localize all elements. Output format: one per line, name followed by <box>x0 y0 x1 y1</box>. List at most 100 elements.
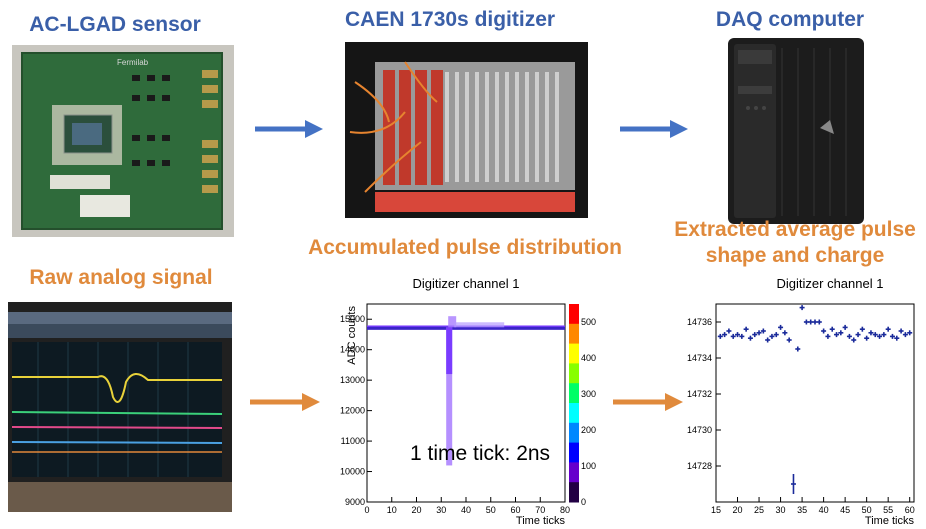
scatter-point <box>799 305 805 311</box>
heatmap-y-tick-label: 14000 <box>340 345 365 355</box>
scatter-point <box>739 333 745 339</box>
scatter-point <box>872 332 878 338</box>
scatter-x-tick-label: 20 <box>733 505 743 515</box>
heatmap-y-tick-label: 12000 <box>340 406 365 416</box>
scatter-point <box>885 326 891 332</box>
arrow-accumulated-to-extracted <box>613 393 683 411</box>
colorbar-segment <box>569 403 579 424</box>
colorbar-tick-label: 300 <box>581 389 596 399</box>
scatter-point <box>803 319 809 325</box>
colorbar-segment <box>569 343 579 364</box>
arrow-raw-to-accumulated <box>250 393 320 411</box>
sensor-photo: Fermilab <box>12 45 234 237</box>
scatter-point <box>769 333 775 339</box>
colorbar-segment <box>569 482 579 503</box>
heatmap-recovery <box>454 322 505 328</box>
colorbar-tick-label: 500 <box>581 317 596 327</box>
colorbar-segment <box>569 462 579 483</box>
scatter-chart: 15 20 25 30 35 40 45 50 55 60 14728 14730 14732 14734… <box>687 303 915 524</box>
scatter-y-tick-label: 14732 <box>687 389 712 399</box>
scatter-point <box>786 337 792 343</box>
scatter-x-tick-label: 25 <box>754 505 764 515</box>
colorbar-segment <box>569 323 579 345</box>
scatter-point <box>765 337 771 343</box>
colorbar-segment <box>569 304 579 325</box>
scatter-y-tick-label: 14730 <box>687 425 712 435</box>
daq-computer-image <box>728 38 864 224</box>
svg-text:Fermilab: Fermilab <box>117 58 149 67</box>
scatter-point <box>851 337 857 343</box>
scatter-point <box>868 330 874 336</box>
colorbar-tick-label: 200 <box>581 425 596 435</box>
heatmap-x-tick-label: 20 <box>411 505 421 515</box>
scatter-point <box>829 326 835 332</box>
scatter-point <box>730 333 736 339</box>
scatter-point <box>825 333 831 339</box>
scatter-point <box>752 332 758 338</box>
scatter-point <box>816 319 822 325</box>
scatter-point <box>821 328 827 334</box>
scatter-point <box>859 326 865 332</box>
scatter-point <box>735 332 741 338</box>
heatmap-pulse-tail <box>446 327 453 466</box>
scatter-x-tick-label: 30 <box>776 505 786 515</box>
scatter-point <box>773 332 779 338</box>
scatter-point <box>855 332 861 338</box>
heatmap-ylabel: ADC counts <box>346 306 358 365</box>
scatter-point <box>902 332 908 338</box>
heatmap-x-tick-label: 80 <box>560 505 570 515</box>
scatter-point <box>898 328 904 334</box>
heatmap-chart: 0 10 20 30 40 50 60 70 80 9000 10000 11000 12000 1300… <box>340 303 596 524</box>
scatter-x-tick-label: 55 <box>883 505 893 515</box>
scatter-point <box>722 332 728 338</box>
heatmap-y-tick-label: 15000 <box>340 314 365 324</box>
scatter-title: Digitizer channel 1 <box>776 276 884 291</box>
scatter-point <box>726 328 732 334</box>
colorbar-segment <box>569 363 579 384</box>
scatter-point <box>790 474 796 494</box>
heading-daq: DAQ computer <box>715 8 865 31</box>
scatter-point <box>743 326 749 332</box>
scatter-point <box>760 328 766 334</box>
heatmap-x-tick-label: 40 <box>461 505 471 515</box>
scatter-y-tick-label: 14736 <box>687 317 712 327</box>
scatter-point <box>717 333 723 339</box>
heatmap-overshoot <box>448 316 457 328</box>
scatter-point <box>795 346 801 352</box>
heatmap-y-tick-label: 9000 <box>345 497 365 507</box>
scatter-y-tick-label: 14734 <box>687 353 712 363</box>
scatter-point <box>778 324 784 330</box>
oscilloscope-photo <box>8 302 232 512</box>
heatmap-y-tick-label: 13000 <box>340 375 365 385</box>
scatter-point <box>756 330 762 336</box>
scatter-point <box>834 332 840 338</box>
heatmap-x-tick-label: 10 <box>387 505 397 515</box>
scatter-point <box>838 330 844 336</box>
scatter-point <box>877 333 883 339</box>
heatmap-pulse-core <box>446 327 453 375</box>
digitizer-photo <box>345 42 588 218</box>
scatter-point <box>842 324 848 330</box>
colorbar-tick-label: 400 <box>581 353 596 363</box>
scatter-point <box>808 319 814 325</box>
heatmap-frame <box>366 303 566 503</box>
heading-extracted-1: Extracted average pulse <box>674 218 916 241</box>
scatter-x-tick-label: 50 <box>862 505 872 515</box>
heatmap-baseline-core <box>367 326 565 330</box>
scatter-point <box>812 319 818 325</box>
scatter-x-tick-label: 15 <box>711 505 721 515</box>
arrow-digitizer-to-daq <box>620 120 688 138</box>
heatmap-y-tick-label: 10000 <box>340 467 365 477</box>
heading-raw-signal: Raw analog signal <box>29 266 213 289</box>
heatmap-x-tick-label: 70 <box>535 505 545 515</box>
scatter-point <box>894 335 900 341</box>
heatmap-xlabel: Time ticks <box>516 515 566 524</box>
scatter-point <box>864 335 870 341</box>
scatter-y-tick-label: 14728 <box>687 461 712 471</box>
scatter-point <box>782 330 788 336</box>
heading-accumulated: Accumulated pulse distribution <box>308 236 622 259</box>
heatmap-y-tick-label: 11000 <box>341 436 365 446</box>
arrow-sensor-to-digitizer <box>255 120 323 138</box>
heatmap-annotation: 1 time tick: 2ns <box>410 442 551 465</box>
heading-extracted-2: shape and charge <box>705 244 885 267</box>
